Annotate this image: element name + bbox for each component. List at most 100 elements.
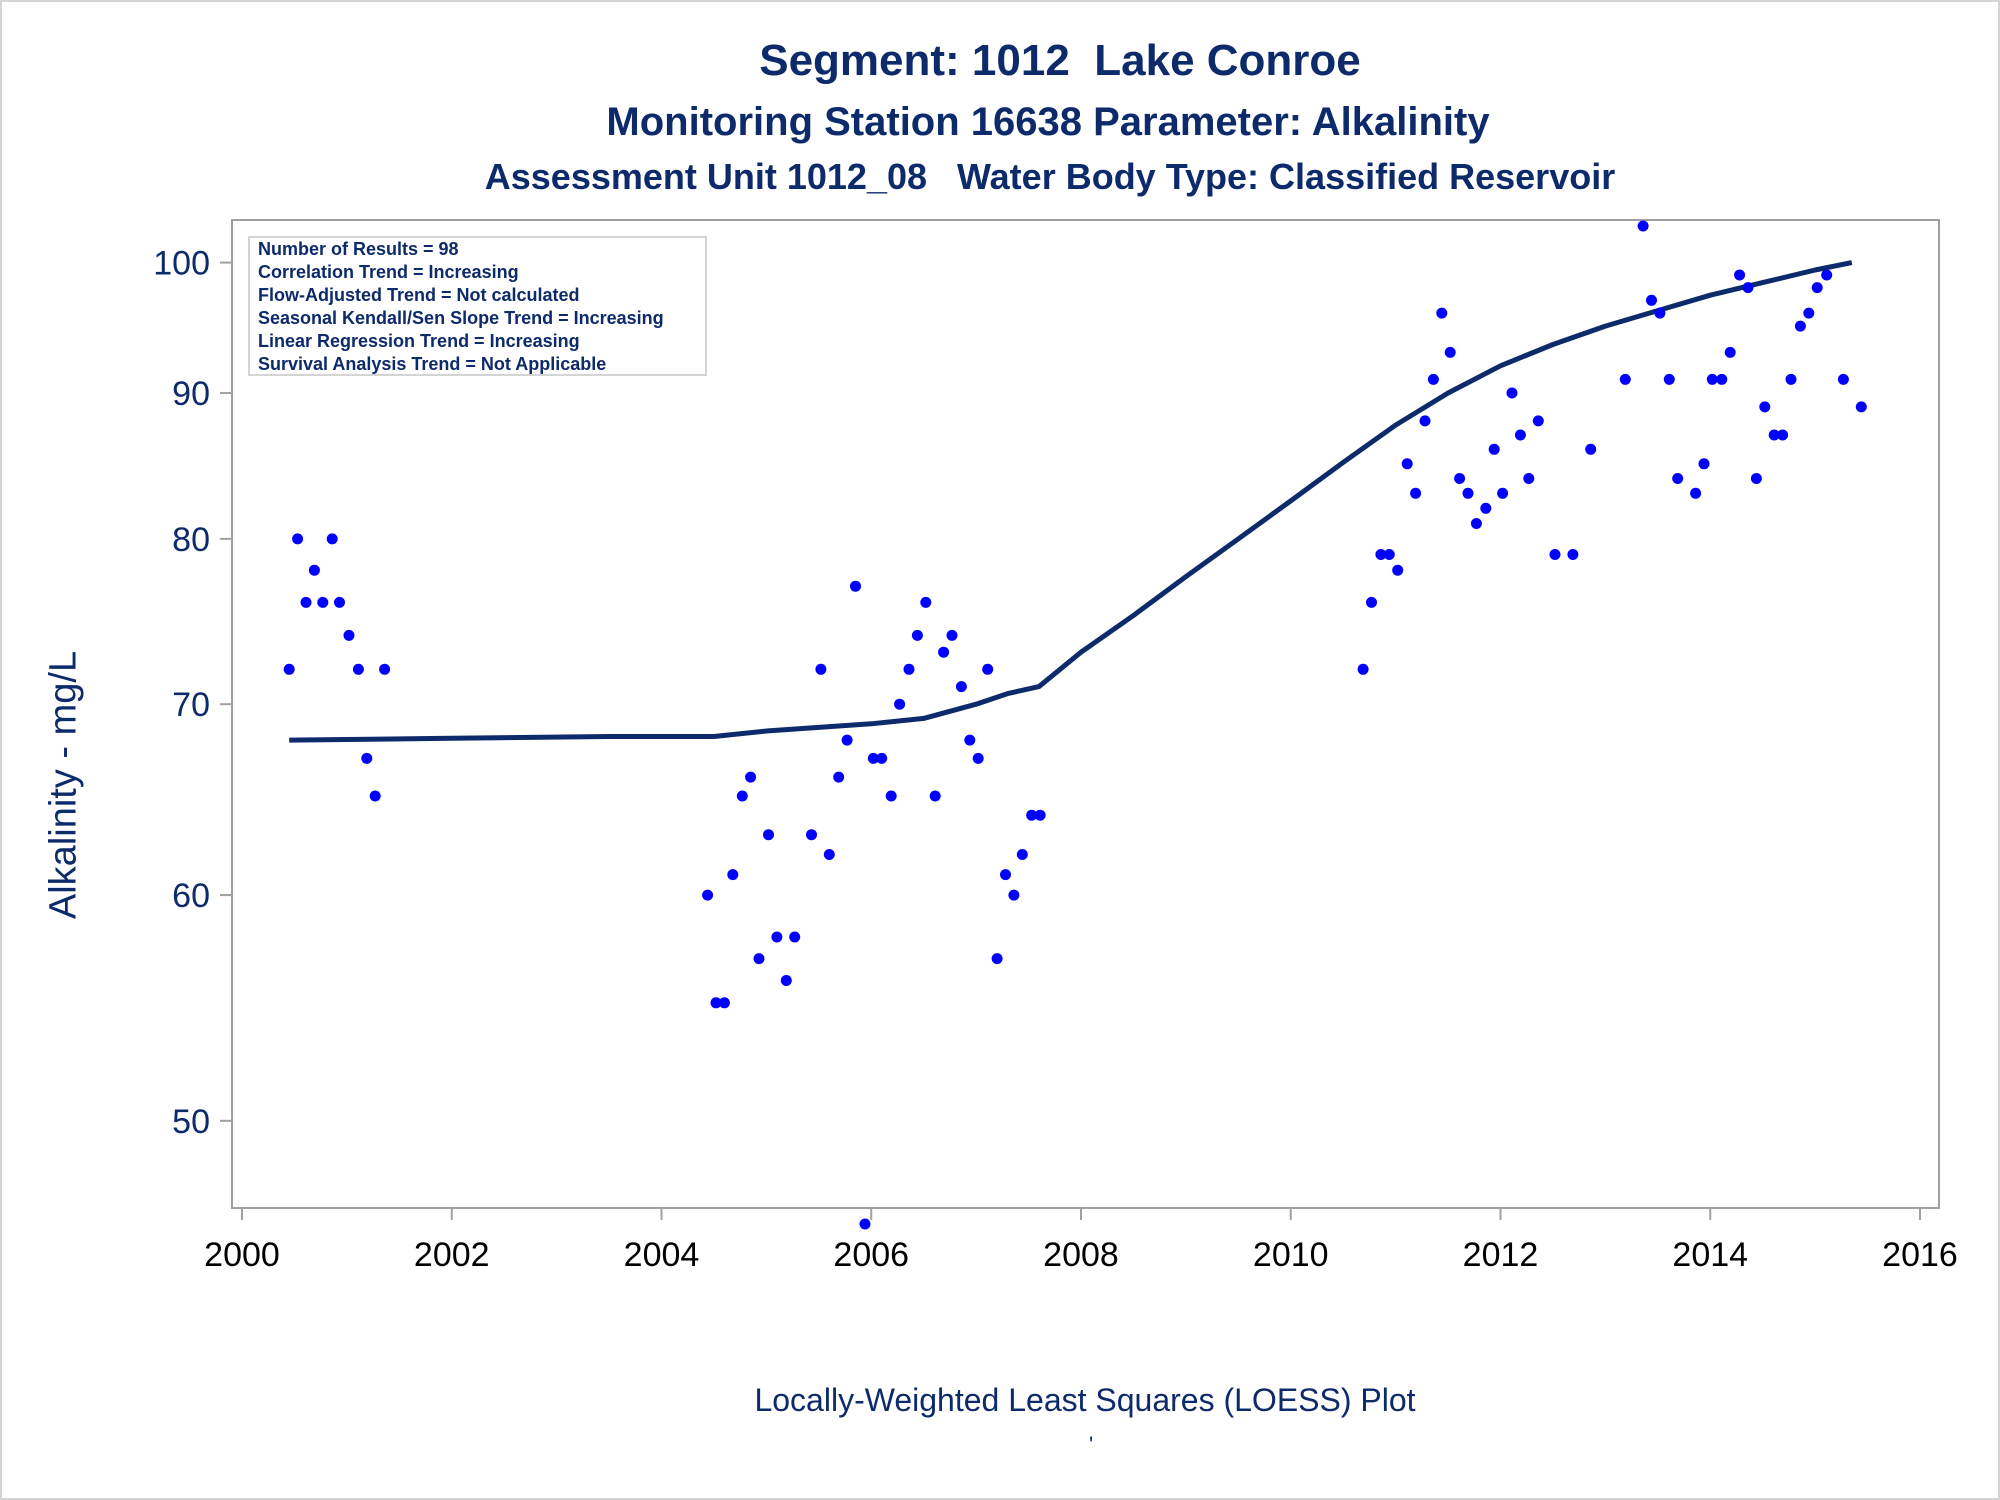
data-point xyxy=(1454,473,1466,484)
x-tick-label: 2002 xyxy=(414,1236,490,1274)
data-point xyxy=(1821,269,1833,281)
data-point xyxy=(841,734,853,746)
data-point xyxy=(1785,373,1797,385)
stats-line: Correlation Trend = Increasing xyxy=(258,262,519,282)
data-point xyxy=(946,629,958,641)
data-point xyxy=(1654,307,1666,319)
data-point xyxy=(1690,487,1702,499)
data-point xyxy=(361,752,373,764)
data-point xyxy=(1462,487,1474,499)
data-point xyxy=(1497,487,1509,499)
data-point xyxy=(771,931,783,943)
y-tick-label: 80 xyxy=(172,521,210,559)
y-tick-label: 60 xyxy=(172,877,210,915)
data-point xyxy=(876,752,888,764)
data-point xyxy=(1646,294,1657,306)
data-point xyxy=(1724,346,1736,358)
data-point xyxy=(867,752,879,764)
data-point xyxy=(1436,307,1448,319)
data-point xyxy=(823,849,835,860)
x-tick-label: 2000 xyxy=(204,1236,280,1274)
data-point xyxy=(1488,443,1500,455)
data-point xyxy=(780,975,792,986)
data-point xyxy=(308,564,320,576)
x-tick-label: 2004 xyxy=(624,1236,700,1274)
data-point xyxy=(1034,809,1046,821)
x-tick-label: 2008 xyxy=(1043,1236,1119,1274)
data-point xyxy=(894,698,906,710)
chart-subtitle: Monitoring Station 16638 Parameter: Alka… xyxy=(606,100,1490,144)
data-point xyxy=(929,790,941,802)
data-point xyxy=(850,580,861,592)
data-point xyxy=(1619,373,1631,385)
data-point xyxy=(334,596,345,608)
data-point xyxy=(789,931,801,943)
data-point xyxy=(1567,549,1579,560)
data-point xyxy=(1750,473,1762,484)
data-point xyxy=(806,829,817,841)
data-point xyxy=(972,752,984,764)
data-point xyxy=(1470,518,1482,529)
data-point xyxy=(1837,373,1849,385)
data-point xyxy=(1811,282,1823,294)
data-point xyxy=(1672,473,1684,484)
data-points xyxy=(283,220,1867,1230)
data-point xyxy=(1444,346,1456,358)
data-point xyxy=(1383,549,1395,560)
data-point xyxy=(736,790,748,802)
data-point xyxy=(1401,458,1413,470)
data-point xyxy=(964,734,976,746)
data-point xyxy=(763,829,774,841)
footnote-mark: ' xyxy=(1089,1432,1094,1457)
data-point xyxy=(343,629,355,641)
data-point xyxy=(326,533,338,545)
data-point xyxy=(1759,401,1771,413)
data-point xyxy=(1777,429,1789,441)
data-point xyxy=(991,953,1003,965)
x-tick-label: 2016 xyxy=(1882,1236,1958,1274)
data-point xyxy=(1663,373,1675,385)
data-point xyxy=(1585,443,1597,455)
chart-title: Segment: 1012 Lake Conroe xyxy=(759,36,1361,85)
stats-line: Flow-Adjusted Trend = Not calculated xyxy=(258,285,580,305)
data-point xyxy=(379,663,391,675)
data-point xyxy=(1698,458,1710,470)
data-point xyxy=(885,790,897,802)
data-point xyxy=(859,1218,871,1230)
data-point xyxy=(833,771,845,783)
chart-subtitle-2: Assessment Unit 1012_08 Water Body Type:… xyxy=(484,156,1616,197)
data-point xyxy=(1427,373,1439,385)
data-point xyxy=(283,663,295,675)
data-point xyxy=(1375,549,1387,560)
data-point xyxy=(1480,502,1492,514)
stats-line: Seasonal Kendall/Sen Slope Trend = Incre… xyxy=(258,308,664,328)
data-point xyxy=(292,533,304,545)
data-point xyxy=(903,663,915,675)
y-tick-label: 70 xyxy=(172,686,210,724)
stats-line: Survival Analysis Trend = Not Applicable xyxy=(258,354,607,374)
data-point xyxy=(938,646,950,658)
data-point xyxy=(1549,549,1561,560)
data-point xyxy=(1357,663,1369,675)
data-point xyxy=(702,889,714,901)
chart-footnote: Locally-Weighted Least Squares (LOESS) P… xyxy=(754,1382,1416,1418)
data-point xyxy=(1008,889,1020,901)
data-point xyxy=(1532,415,1544,427)
data-point xyxy=(1016,849,1028,860)
data-point xyxy=(1000,869,1011,881)
data-point xyxy=(1410,487,1422,499)
data-point xyxy=(1794,320,1806,332)
data-point xyxy=(300,596,312,608)
data-point xyxy=(1734,269,1746,281)
y-axis: 50 60 70 80 90 100 xyxy=(153,245,232,1141)
y-tick-label: 50 xyxy=(172,1103,210,1141)
data-point xyxy=(369,790,381,802)
data-point xyxy=(753,953,765,965)
data-point xyxy=(1514,429,1526,441)
x-tick-label: 2012 xyxy=(1463,1236,1539,1274)
data-point xyxy=(920,596,932,608)
x-tick-label: 2006 xyxy=(833,1236,909,1274)
stats-line: Linear Regression Trend = Increasing xyxy=(258,331,580,351)
data-point xyxy=(718,997,730,1009)
